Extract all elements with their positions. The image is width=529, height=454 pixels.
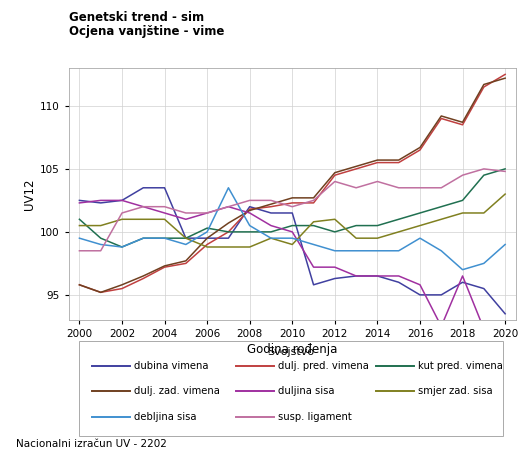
Text: kut pred. vimena: kut pred. vimena <box>418 361 503 371</box>
Y-axis label: UV12: UV12 <box>23 178 36 210</box>
Text: Genetski trend - sim: Genetski trend - sim <box>69 11 204 25</box>
Text: dulj. pred. vimena: dulj. pred. vimena <box>278 361 369 371</box>
Text: susp. ligament: susp. ligament <box>278 412 352 422</box>
Text: duljina sisa: duljina sisa <box>278 386 335 396</box>
Text: debljina sisa: debljina sisa <box>134 412 197 422</box>
Text: Svojstvo: Svojstvo <box>267 347 315 357</box>
Text: dubina vimena: dubina vimena <box>134 361 209 371</box>
Text: Nacionalni izračun UV - 2202: Nacionalni izračun UV - 2202 <box>16 439 167 449</box>
Text: smjer zad. sisa: smjer zad. sisa <box>418 386 492 396</box>
Text: Ocjena vanjštine - vime: Ocjena vanjštine - vime <box>69 25 224 38</box>
Text: dulj. zad. vimena: dulj. zad. vimena <box>134 386 220 396</box>
X-axis label: Godina rođenja: Godina rođenja <box>247 343 338 356</box>
